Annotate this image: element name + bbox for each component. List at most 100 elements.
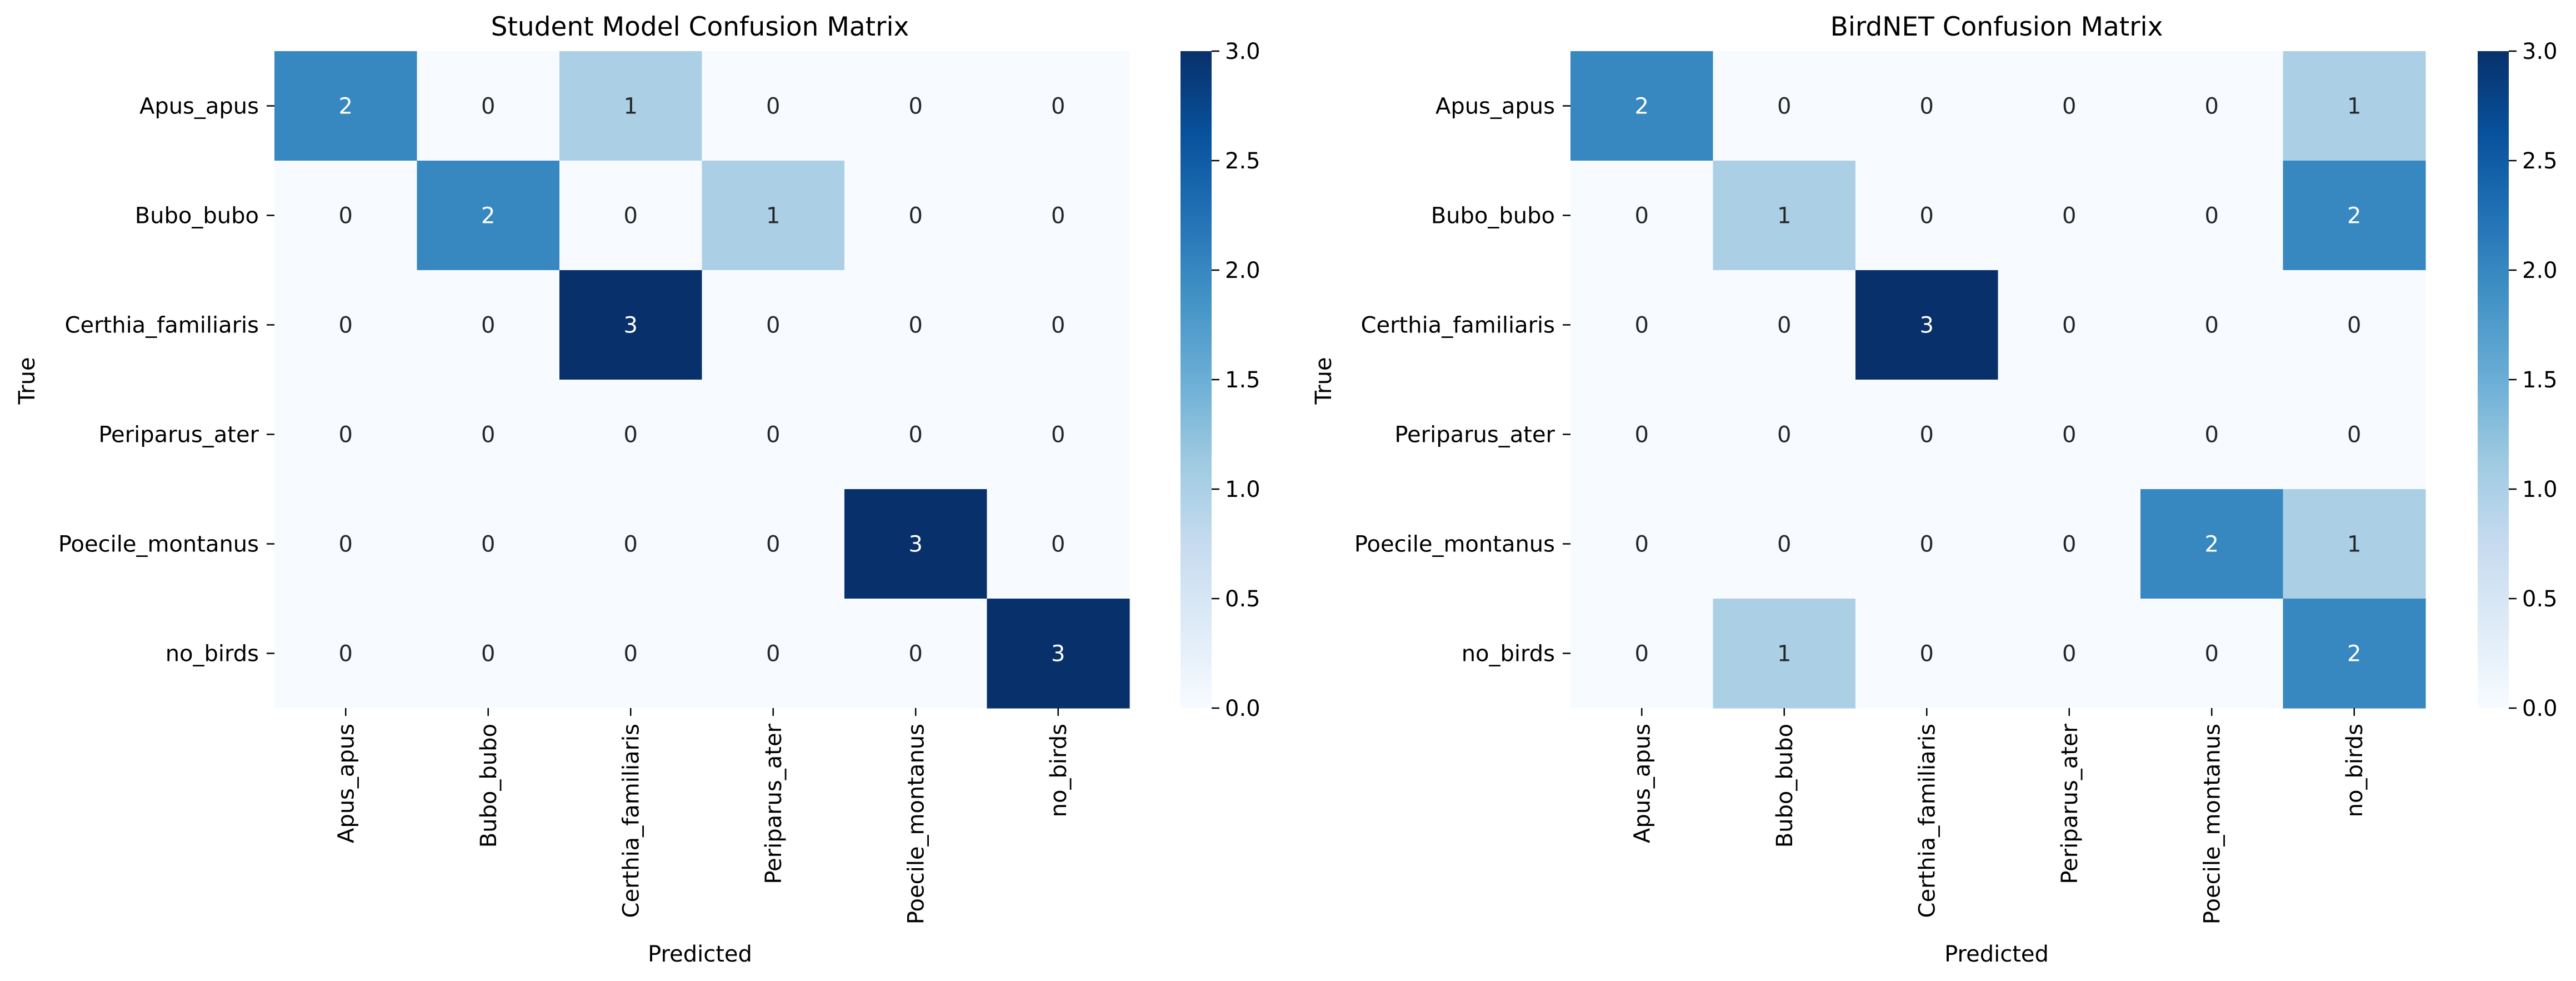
heatmap-cell xyxy=(1855,599,1999,709)
cell-value-label: 0 xyxy=(1777,94,1791,119)
birdnet-panel: BirdNET Confusion Matrix 2 0 0 0 0 1 0 1 0 0 0 2 0 0 3… xyxy=(1311,12,2558,967)
colorbar-tick-label: 1.0 xyxy=(2522,477,2558,502)
colorbar-tick-label: 1.5 xyxy=(1225,367,1261,393)
cell-value-label: 3 xyxy=(909,532,923,557)
heatmap-cell xyxy=(1855,270,1999,380)
cell-value-label: 0 xyxy=(766,641,780,667)
cell-value-label: 0 xyxy=(624,532,638,557)
chart-title: Student Model Confusion Matrix xyxy=(491,12,909,42)
colorbar-tick-label: 3.0 xyxy=(1225,39,1261,64)
cell-value-label: 0 xyxy=(1635,422,1649,448)
heatmap-cell xyxy=(1998,489,2141,599)
y-axis: Apus_apus Bubo_bubo Certhia_familiaris Peri… xyxy=(58,94,274,667)
cell-value-label: 0 xyxy=(1920,422,1934,448)
cell-value-label: 0 xyxy=(1051,532,1065,557)
cell-value-label: 1 xyxy=(2347,532,2361,557)
heatmap-cell xyxy=(2140,270,2284,380)
cell-value-label: 0 xyxy=(481,313,495,338)
colorbar-tick-label: 2.5 xyxy=(2522,148,2558,174)
cell-value-label: 0 xyxy=(339,313,353,338)
cell-value-label: 2 xyxy=(2347,641,2361,667)
colorbar-tick-label: 0.0 xyxy=(2522,696,2558,721)
x-axis-label: Predicted xyxy=(648,942,752,967)
heatmap-cell xyxy=(1713,51,1856,161)
heatmap-cell xyxy=(702,489,845,599)
heatmap-cell xyxy=(2283,489,2426,599)
cell-value-label: 0 xyxy=(2062,94,2076,119)
cell-value-label: 0 xyxy=(766,94,780,119)
heatmap-cell xyxy=(702,161,845,271)
cell-value-label: 1 xyxy=(2347,94,2361,119)
heatmap-cell xyxy=(417,599,560,709)
cell-value-label: 1 xyxy=(766,203,780,229)
heatmap-cell xyxy=(1998,380,2141,490)
heatmap-cell xyxy=(559,161,703,271)
y-axis-label: True xyxy=(14,357,40,405)
heatmap-grid: 2 0 1 0 0 0 0 2 0 1 0 0 0 0 3 0 0 0 0 0 0 0 0 0 0 0 0 0 3 0 0 0 0 0 0 3 xyxy=(274,51,1130,709)
colorbar-gradient xyxy=(2478,51,2509,708)
heatmap-cell xyxy=(559,489,703,599)
cell-value-label: 0 xyxy=(2062,313,2076,338)
heatmap-cell xyxy=(559,380,703,490)
colorbar-tick-label: 1.5 xyxy=(2522,367,2558,393)
cell-value-label: 0 xyxy=(481,641,495,667)
cell-value-label: 0 xyxy=(909,641,923,667)
heatmap-cell xyxy=(274,270,418,380)
x-tick-label: Bubo_bubo xyxy=(476,724,502,848)
heatmap-cell xyxy=(1570,599,1714,709)
heatmap-cell xyxy=(844,380,988,490)
heatmap-cell xyxy=(274,380,418,490)
cell-value-label: 0 xyxy=(1777,313,1791,338)
heatmap-cell xyxy=(2140,51,2284,161)
cell-value-label: 0 xyxy=(2062,641,2076,667)
y-tick-label: Poecile_montanus xyxy=(1354,532,1555,557)
heatmap-cell xyxy=(1713,161,1856,271)
cell-value-label: 0 xyxy=(766,532,780,557)
cell-value-label: 0 xyxy=(1920,94,1934,119)
chart-title: BirdNET Confusion Matrix xyxy=(1830,12,2163,42)
heatmap-cell xyxy=(1570,489,1714,599)
x-tick-label: Periparus_ater xyxy=(2057,723,2083,884)
cell-value-label: 0 xyxy=(481,94,495,119)
heatmap-cell xyxy=(417,489,560,599)
colorbar-tick-label: 2.5 xyxy=(1225,148,1261,174)
heatmap-cell xyxy=(559,51,703,161)
colorbar-tick-label: 0.5 xyxy=(1225,586,1261,612)
cell-value-label: 2 xyxy=(339,94,353,119)
colorbar-tick-label: 0.0 xyxy=(1225,696,1261,721)
cell-value-label: 0 xyxy=(339,422,353,448)
heatmap-cell xyxy=(844,161,988,271)
cell-value-label: 0 xyxy=(1051,422,1065,448)
x-axis-label: Predicted xyxy=(1944,942,2049,967)
cell-value-label: 0 xyxy=(481,532,495,557)
x-tick-label: Apus_apus xyxy=(1629,724,1655,843)
colorbar-gradient xyxy=(1181,51,1212,708)
y-tick-label: no_birds xyxy=(1462,641,1555,667)
student-model-panel: Student Model Confusion Matrix 2 0 1 0 0 0 0 2 0… xyxy=(14,12,1261,967)
cell-value-label: 0 xyxy=(1777,422,1791,448)
heatmap-cell xyxy=(417,161,560,271)
cell-value-label: 0 xyxy=(1051,94,1065,119)
heatmap-cell xyxy=(1713,380,1856,490)
cell-value-label: 0 xyxy=(1635,532,1649,557)
y-axis-label: True xyxy=(1311,357,1337,405)
heatmap-cell xyxy=(844,599,988,709)
y-tick-label: Periparus_ater xyxy=(1394,422,1555,448)
heatmap-cell xyxy=(274,51,418,161)
colorbar-tick-label: 2.0 xyxy=(1225,258,1261,283)
x-tick-label: Poecile_montanus xyxy=(903,724,929,924)
heatmap-cell xyxy=(987,161,1130,271)
cell-value-label: 0 xyxy=(1920,203,1934,229)
y-axis: Apus_apus Bubo_bubo Certhia_familiaris Peri… xyxy=(1354,94,1570,667)
cell-value-label: 0 xyxy=(2205,313,2219,338)
x-tick-label: Certhia_familiaris xyxy=(1914,724,1940,918)
cell-value-label: 2 xyxy=(1635,94,1649,119)
cell-value-label: 0 xyxy=(339,641,353,667)
cell-value-label: 0 xyxy=(1051,313,1065,338)
heatmap-cell xyxy=(2140,380,2284,490)
cell-value-label: 0 xyxy=(909,313,923,338)
y-tick-label: Certhia_familiaris xyxy=(65,313,259,338)
heatmap-cell xyxy=(702,51,845,161)
cell-value-label: 0 xyxy=(339,532,353,557)
